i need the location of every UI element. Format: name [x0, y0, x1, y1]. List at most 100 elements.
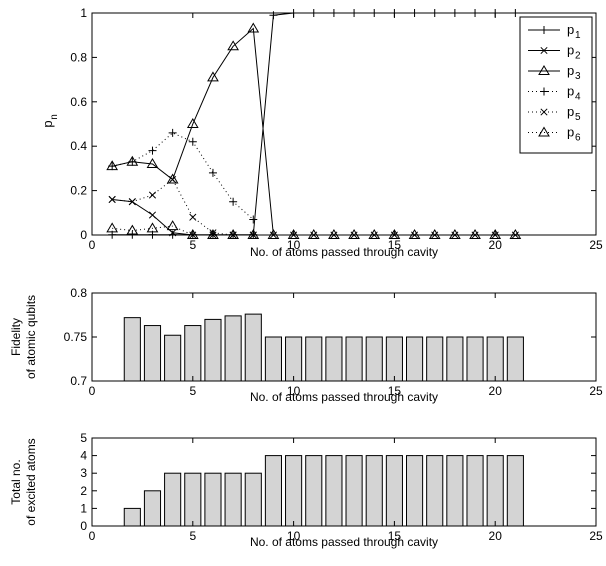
x-tick-label: 5	[189, 384, 196, 398]
bar	[285, 455, 303, 527]
data-marker	[540, 87, 548, 96]
x-tick-label: 25	[589, 384, 603, 398]
bar	[224, 472, 242, 527]
legend-label: p	[567, 125, 574, 140]
y-axis-label-text: p	[40, 120, 55, 127]
bar	[204, 472, 222, 527]
data-marker	[469, 229, 481, 239]
legend-label-subscript: 2	[575, 51, 581, 62]
y-axis-label-line: Total no.	[9, 459, 23, 504]
data-marker	[249, 215, 258, 224]
axes-frame	[91, 12, 597, 236]
data-marker	[108, 162, 117, 171]
data-marker	[538, 65, 550, 75]
x-tick-label: 10	[287, 238, 301, 252]
data-marker	[108, 195, 116, 204]
data-marker	[428, 229, 441, 239]
legend-label: p	[567, 43, 574, 58]
series-p4	[108, 128, 258, 224]
data-marker	[489, 229, 502, 239]
legend-label-subscript: 3	[575, 71, 581, 82]
y-tick-label: 0.2	[70, 184, 87, 198]
y-tick-label: 0.8	[70, 50, 87, 64]
y-tick-label: 1	[80, 501, 87, 515]
data-marker	[169, 175, 177, 184]
data-marker	[207, 229, 219, 239]
y-axis-label-line: Fidelity	[9, 318, 23, 356]
bar	[143, 490, 162, 527]
data-marker	[128, 157, 137, 166]
x-tick-label: 10	[287, 529, 301, 543]
bar	[264, 336, 283, 382]
bar	[486, 455, 504, 527]
x-tick-label: 5	[189, 529, 196, 543]
data-marker	[227, 40, 239, 51]
x-tick-label: 15	[388, 384, 402, 398]
data-marker	[247, 22, 260, 33]
legend: p 1p 2p 3p 4p 5p 6	[519, 16, 593, 154]
data-marker	[186, 118, 199, 128]
bar	[305, 336, 323, 382]
bar	[123, 507, 141, 527]
bar	[164, 472, 182, 527]
bar	[486, 336, 504, 382]
bar	[325, 455, 343, 527]
data-marker	[128, 198, 136, 206]
x-axis-label: No. of atoms passed through cavity	[250, 390, 438, 404]
y-tick-label: 3	[80, 466, 87, 480]
bar	[405, 336, 424, 382]
series-line	[112, 132, 254, 220]
legend-label-subscript: 1	[575, 30, 581, 41]
x-tick-label: 20	[489, 529, 503, 543]
data-marker	[540, 108, 548, 116]
bar	[426, 336, 444, 382]
bar	[224, 315, 242, 382]
data-marker	[148, 211, 157, 219]
x-tick-label: 10	[287, 384, 301, 398]
bar	[184, 325, 202, 382]
data-marker	[227, 229, 239, 239]
data-marker	[328, 229, 340, 239]
data-marker	[148, 146, 157, 155]
data-marker	[540, 26, 548, 34]
y-tick-label: 0	[80, 519, 87, 533]
x-tick-label: 20	[489, 238, 503, 252]
bar	[365, 455, 383, 527]
y-tick-label: 4	[80, 449, 87, 463]
data-marker	[307, 229, 320, 239]
y-tick-label: 0.7	[70, 374, 87, 388]
data-marker	[388, 229, 401, 239]
y-tick-label: 0	[80, 228, 87, 242]
data-marker	[186, 229, 199, 239]
bar	[466, 336, 484, 382]
y-tick-label: 2	[80, 484, 87, 498]
y-tick-label: 0.8	[70, 286, 87, 300]
data-marker	[509, 229, 522, 239]
data-marker	[207, 71, 219, 82]
x-axis-label: No. of atoms passed through cavity	[250, 535, 438, 549]
bar	[325, 336, 343, 382]
x-tick-label: 0	[89, 529, 96, 543]
data-marker	[106, 222, 119, 233]
bar	[506, 455, 524, 527]
y-axis-label: Fidelity of atomic qubits	[9, 295, 38, 379]
legend-box	[519, 16, 593, 154]
legend-label: p	[567, 22, 574, 37]
data-marker	[267, 229, 280, 239]
y-axis-label: pn	[40, 114, 60, 127]
bar	[345, 336, 363, 382]
data-marker	[168, 128, 177, 137]
legend-label-subscript: 4	[575, 92, 581, 103]
bar	[446, 336, 464, 382]
data-marker	[229, 197, 238, 206]
y-tick-label: 5	[80, 431, 87, 445]
bar	[204, 318, 222, 382]
bar	[405, 455, 424, 527]
bar	[365, 336, 383, 382]
data-marker	[348, 229, 360, 239]
legend-label: p	[567, 63, 574, 78]
